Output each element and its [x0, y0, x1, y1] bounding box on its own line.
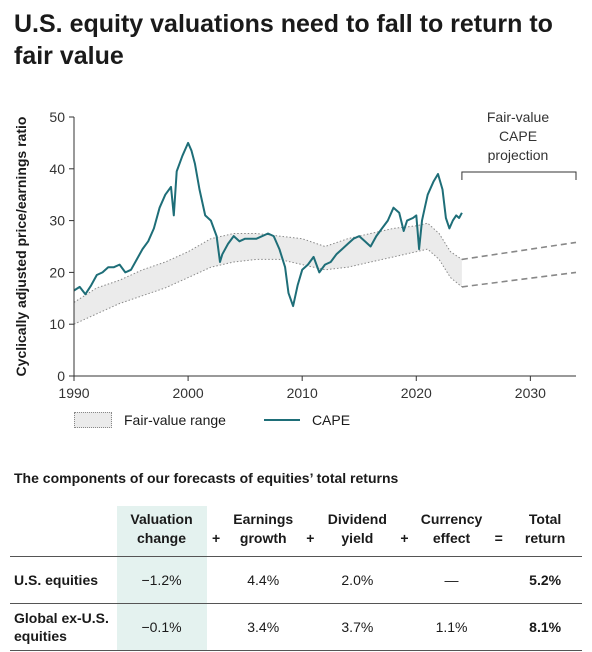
- fair-value-range-band: [74, 223, 462, 325]
- cell-valuation-change: −1.2%: [116, 556, 207, 604]
- y-tick-label: 40: [49, 161, 65, 177]
- projection-layer: [461, 241, 577, 288]
- projection-annotation-line: Fair-value: [487, 109, 549, 125]
- table-title: The components of our forecasts of equit…: [14, 470, 399, 486]
- projection-annotation-line: CAPE: [499, 128, 537, 144]
- cape-line-layer: [73, 141, 463, 308]
- cell-earnings-growth: 3.4%: [225, 603, 301, 651]
- y-tick-label: 10: [49, 316, 65, 332]
- table-row-global-ex-us-equities: Global ex-U.S. equities −0.1% 3.4% 3.7% …: [10, 603, 582, 651]
- cell-total-return: 8.1%: [508, 603, 582, 651]
- y-tick-label: 50: [49, 109, 65, 125]
- annotation-layer: Fair-value CAPE projection: [461, 109, 577, 180]
- cell-currency-effect: 1.1%: [414, 603, 490, 651]
- cell-currency-effect: —: [414, 556, 490, 604]
- cape-line: [73, 141, 463, 308]
- x-tick-label: 1990: [58, 385, 89, 401]
- header-currency-effect: Currency effect: [420, 511, 483, 546]
- header-dividend-yield: Dividend yield: [327, 511, 387, 546]
- fair-value-lower-bound: [73, 248, 463, 325]
- projection-lower-line: [461, 271, 577, 288]
- table-header-row: Valuation change + Earnings growth + Div…: [10, 506, 582, 557]
- returns-components-table: Valuation change + Earnings growth + Div…: [10, 506, 582, 651]
- y-axis-label: Cyclically adjusted price/earnings ratio: [13, 117, 29, 377]
- cell-valuation-change: −0.1%: [116, 603, 207, 651]
- header-total-return: Total return: [524, 511, 566, 546]
- x-tick-label: 2000: [173, 385, 204, 401]
- y-tick-label: 30: [49, 213, 65, 229]
- operator-plus: +: [306, 530, 315, 546]
- chart-title: U.S. equity valuations need to fall to r…: [14, 10, 553, 70]
- fair-value-range-swatch: [74, 412, 112, 428]
- legend: Fair-value range CAPE: [74, 412, 350, 428]
- header-earnings-growth: Earnings growth: [233, 511, 294, 546]
- row-label: U.S. equities: [10, 556, 117, 604]
- x-tick-label: 2020: [401, 385, 432, 401]
- cell-dividend-yield: 3.7%: [319, 603, 395, 651]
- cell-dividend-yield: 2.0%: [319, 556, 395, 604]
- operator-plus: +: [400, 530, 409, 546]
- legend-fair-value-label: Fair-value range: [124, 412, 226, 428]
- operator-equals: =: [494, 530, 503, 546]
- cell-earnings-growth: 4.4%: [225, 556, 301, 604]
- x-tick-label: 2030: [515, 385, 546, 401]
- projection-upper-line: [461, 241, 577, 261]
- cell-total-return: 5.2%: [508, 556, 582, 604]
- operator-plus: +: [212, 530, 221, 546]
- header-blank: [10, 506, 117, 557]
- y-tick-label: 0: [57, 368, 65, 384]
- cape-line-swatch: [263, 419, 300, 421]
- projection-bracket: [461, 171, 577, 180]
- projection-annotation-line: projection: [488, 147, 549, 163]
- y-tick-label: 20: [49, 264, 65, 280]
- x-tick-label: 2010: [287, 385, 318, 401]
- legend-cape-label: CAPE: [311, 412, 351, 428]
- fair-value-upper-bound: [73, 222, 463, 303]
- header-valuation-change: Valuation change: [116, 506, 207, 557]
- row-label: Global ex-U.S. equities: [10, 603, 117, 651]
- table-row-us-equities: U.S. equities −1.2% 4.4% 2.0% — 5.2%: [10, 556, 582, 604]
- fair-value-range-layer: [73, 222, 463, 325]
